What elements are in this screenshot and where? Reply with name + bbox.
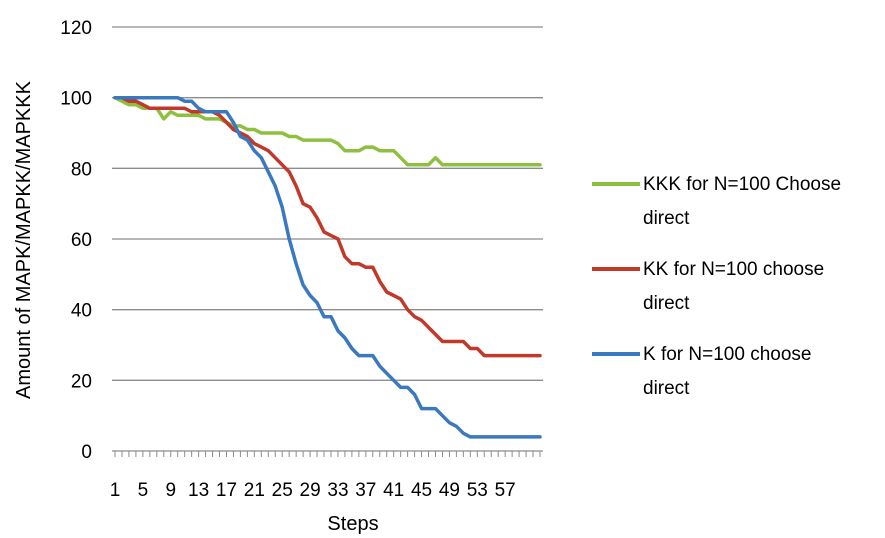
x-axis-tick-labels: 1 5 9 13 17 21 25 29 33 37 41 45 49 53 57 bbox=[110, 480, 516, 501]
x-tick-label: 9 bbox=[165, 480, 176, 501]
legend-label: direct bbox=[643, 293, 690, 314]
x-axis bbox=[112, 450, 543, 457]
series-line-2 bbox=[113, 95, 542, 358]
series-line-3 bbox=[113, 95, 542, 439]
y-tick-label: 20 bbox=[71, 371, 92, 392]
x-tick-label: 13 bbox=[188, 480, 209, 501]
legend-label: direct bbox=[643, 208, 690, 229]
y-tick-label: 40 bbox=[71, 301, 92, 322]
y-tick-label: 120 bbox=[60, 18, 92, 39]
series-line-1 bbox=[113, 95, 542, 167]
x-tick-label: 5 bbox=[138, 480, 149, 501]
y-tick-label: 100 bbox=[60, 89, 92, 110]
y-tick-label: 60 bbox=[71, 230, 92, 251]
legend-label: KK for N=100 choose bbox=[643, 259, 824, 280]
x-tick-label: 41 bbox=[383, 480, 404, 501]
x-tick-label: 21 bbox=[244, 480, 265, 501]
y-tick-label: 80 bbox=[71, 159, 92, 180]
y-tick-label: 0 bbox=[81, 442, 92, 463]
x-tick-label: 57 bbox=[495, 480, 516, 501]
x-tick-label: 37 bbox=[355, 480, 376, 501]
x-tick-label: 45 bbox=[411, 480, 432, 501]
legend-label: direct bbox=[643, 378, 690, 399]
legend-label: K for N=100 choose bbox=[643, 344, 811, 365]
y-axis-ticks: 0 20 40 60 80 100 120 bbox=[60, 18, 92, 463]
x-tick-label: 29 bbox=[300, 480, 321, 501]
x-tick-label: 53 bbox=[467, 480, 488, 501]
x-tick-label: 25 bbox=[272, 480, 293, 501]
legend: KKK for N=100 Choose direct KK for N=100 c… bbox=[592, 174, 841, 399]
x-tick-label: 17 bbox=[216, 480, 237, 501]
x-tick-label: 1 bbox=[110, 480, 121, 501]
series-lines bbox=[113, 95, 542, 439]
x-tick-label: 33 bbox=[327, 480, 348, 501]
legend-label: KKK for N=100 Choose bbox=[643, 174, 841, 195]
y-axis-title: Amount of MAPK/MAPKK/MAPKKK bbox=[13, 80, 35, 399]
gridlines bbox=[112, 26, 543, 381]
x-tick-label: 49 bbox=[439, 480, 460, 501]
x-axis-title: Steps bbox=[327, 513, 378, 535]
